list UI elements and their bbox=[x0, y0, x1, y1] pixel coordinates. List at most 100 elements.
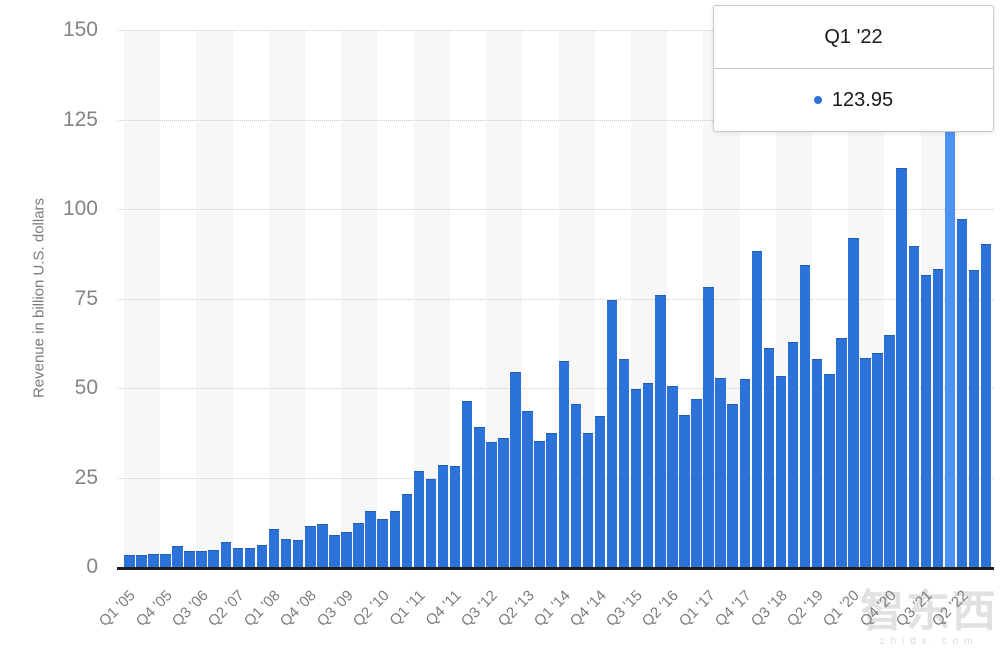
bar[interactable] bbox=[292, 540, 304, 567]
tooltip-body: 123.95 bbox=[714, 69, 993, 131]
x-axis-label: Q3 '12 bbox=[458, 587, 502, 630]
bar[interactable] bbox=[715, 377, 726, 567]
bar[interactable] bbox=[546, 432, 557, 567]
bar[interactable] bbox=[908, 246, 919, 567]
tooltip-value: 123.95 bbox=[831, 88, 894, 111]
bar[interactable] bbox=[799, 265, 811, 567]
bar[interactable] bbox=[860, 358, 871, 567]
bar[interactable] bbox=[884, 335, 895, 567]
x-axis-label: Q2 '10 bbox=[349, 587, 393, 630]
bar[interactable] bbox=[341, 532, 352, 567]
x-axis-line bbox=[117, 567, 994, 570]
bar[interactable] bbox=[256, 544, 268, 567]
x-axis-label: Q3 '15 bbox=[603, 587, 646, 630]
bar[interactable] bbox=[727, 404, 738, 567]
bar[interactable] bbox=[968, 270, 980, 567]
bar[interactable] bbox=[184, 551, 195, 567]
bar[interactable] bbox=[232, 548, 244, 567]
bar[interactable] bbox=[401, 494, 413, 567]
bar[interactable] bbox=[425, 478, 437, 567]
bar[interactable] bbox=[739, 378, 751, 567]
x-axis-label: Q1 '11 bbox=[386, 587, 429, 630]
x-axis-label: Q4 '08 bbox=[277, 587, 321, 630]
x-axis-label: Q4 '11 bbox=[422, 587, 465, 630]
bar[interactable] bbox=[208, 549, 219, 567]
x-axis-label: Q4 '05 bbox=[132, 587, 176, 630]
bar[interactable] bbox=[268, 529, 280, 567]
bar[interactable] bbox=[775, 376, 787, 567]
x-axis-label: Q4 '17 bbox=[711, 587, 755, 630]
bar[interactable] bbox=[655, 295, 666, 567]
bar[interactable] bbox=[606, 299, 618, 567]
x-axis-label: Q1 '05 bbox=[96, 587, 140, 630]
bar[interactable] bbox=[317, 524, 328, 567]
bar[interactable] bbox=[618, 359, 630, 567]
x-axis-label: Q1 '14 bbox=[530, 587, 574, 630]
bar[interactable] bbox=[811, 359, 823, 567]
bar[interactable] bbox=[220, 541, 232, 567]
bar[interactable] bbox=[437, 464, 449, 567]
x-axis-label: Q2 '19 bbox=[784, 587, 828, 630]
bar[interactable] bbox=[956, 218, 968, 567]
bar[interactable] bbox=[787, 341, 799, 567]
x-axis-label: Q1 '17 bbox=[675, 587, 719, 630]
bar[interactable] bbox=[365, 510, 376, 567]
bar[interactable] bbox=[510, 371, 521, 567]
x-axis-label: Q3 '18 bbox=[747, 587, 791, 630]
bar[interactable] bbox=[824, 374, 835, 567]
bar[interactable] bbox=[703, 286, 714, 567]
bar[interactable] bbox=[244, 547, 256, 567]
bar[interactable] bbox=[667, 386, 678, 567]
bar[interactable] bbox=[848, 238, 859, 567]
bar[interactable] bbox=[413, 471, 425, 567]
x-axis-label: Q1 '20 bbox=[820, 587, 864, 630]
bar[interactable] bbox=[280, 539, 292, 567]
bar-highlighted[interactable] bbox=[944, 123, 956, 567]
bar[interactable] bbox=[329, 534, 340, 567]
watermark: 智东西 zhidx.com bbox=[860, 587, 998, 648]
bar[interactable] bbox=[196, 551, 207, 567]
bar[interactable] bbox=[498, 438, 509, 567]
bar[interactable] bbox=[980, 244, 992, 567]
bar[interactable] bbox=[920, 275, 932, 567]
bar[interactable] bbox=[642, 382, 654, 567]
gridline-50 bbox=[118, 388, 993, 389]
bar[interactable] bbox=[582, 433, 594, 567]
watermark-logo: 智东西 bbox=[860, 587, 998, 636]
bar[interactable] bbox=[558, 360, 569, 567]
bar[interactable] bbox=[136, 555, 147, 567]
bar[interactable] bbox=[124, 554, 135, 567]
bar[interactable] bbox=[836, 337, 847, 567]
bar[interactable] bbox=[932, 268, 944, 567]
bar[interactable] bbox=[474, 426, 485, 567]
bar[interactable] bbox=[172, 546, 183, 567]
bar[interactable] bbox=[594, 416, 606, 567]
bar[interactable] bbox=[449, 465, 461, 567]
bar[interactable] bbox=[751, 250, 763, 567]
x-axis-label: Q2 '16 bbox=[639, 587, 683, 630]
y-axis-label: 50 bbox=[74, 376, 98, 399]
bar[interactable] bbox=[630, 389, 642, 567]
bar[interactable] bbox=[570, 403, 582, 567]
bar[interactable] bbox=[872, 353, 883, 567]
bar[interactable] bbox=[763, 348, 775, 567]
gridline-75 bbox=[118, 298, 993, 300]
bar[interactable] bbox=[486, 441, 497, 567]
bar[interactable] bbox=[377, 518, 388, 567]
bar[interactable] bbox=[148, 554, 159, 567]
gridline-150 bbox=[118, 30, 993, 31]
bar[interactable] bbox=[896, 168, 907, 567]
x-axis-label: Q3 '09 bbox=[313, 587, 357, 630]
bar[interactable] bbox=[461, 401, 473, 567]
watermark-subtext: zhidx.com bbox=[879, 636, 979, 647]
bar[interactable] bbox=[522, 410, 533, 567]
bar[interactable] bbox=[679, 415, 690, 567]
bar[interactable] bbox=[534, 440, 545, 567]
bar[interactable] bbox=[691, 399, 702, 567]
bar[interactable] bbox=[305, 525, 316, 567]
bar[interactable] bbox=[389, 510, 401, 567]
bar[interactable] bbox=[160, 553, 171, 567]
bar[interactable] bbox=[353, 523, 364, 567]
plot-area bbox=[118, 30, 993, 567]
